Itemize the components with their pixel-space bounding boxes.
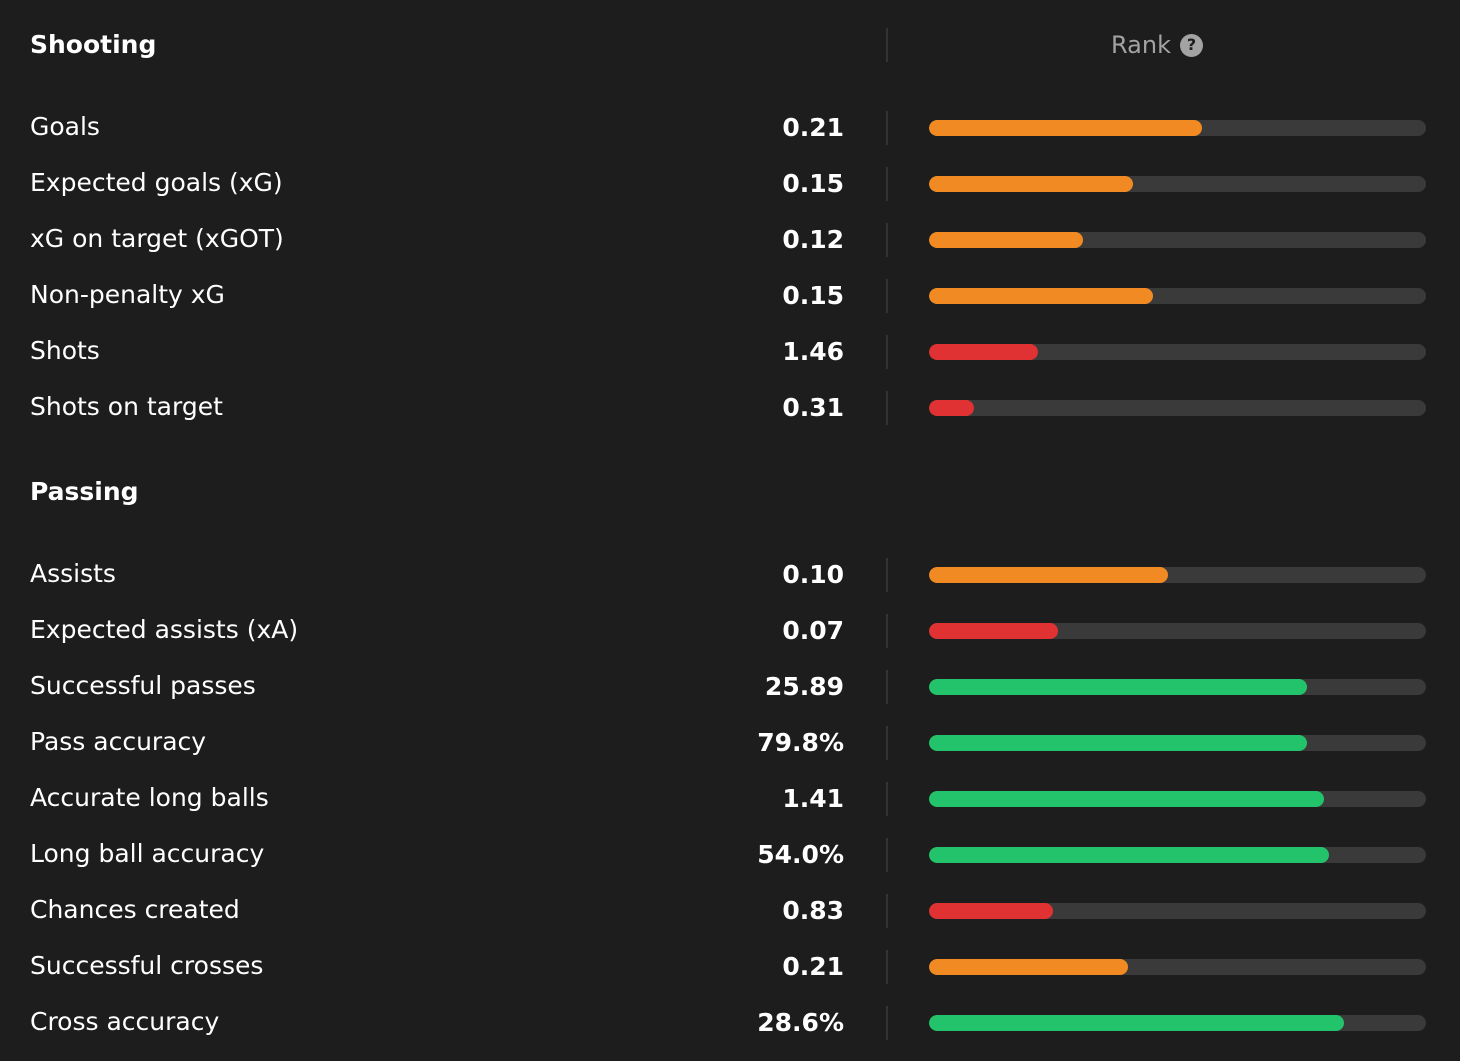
rank-bar bbox=[929, 679, 1426, 695]
rank-bar-fill bbox=[929, 679, 1307, 695]
stat-value: 0.15 bbox=[782, 169, 844, 198]
stat-value: 0.12 bbox=[782, 225, 844, 254]
row-divider bbox=[886, 726, 888, 760]
stat-row: Expected goals (xG) 0.15 bbox=[0, 156, 1460, 212]
stat-label: Expected assists (xA) bbox=[30, 615, 299, 644]
stat-label: Goals bbox=[30, 112, 100, 141]
rank-bar bbox=[929, 623, 1426, 639]
stat-label: Successful crosses bbox=[30, 951, 264, 980]
stat-row: Shots 1.46 bbox=[0, 324, 1460, 380]
rank-bar-fill bbox=[929, 567, 1168, 583]
stat-label: Non-penalty xG bbox=[30, 280, 225, 309]
rank-bar-fill bbox=[929, 623, 1059, 639]
passing-title: Passing bbox=[30, 477, 139, 506]
stat-value: 1.46 bbox=[782, 337, 844, 366]
stat-label: Cross accuracy bbox=[30, 1007, 220, 1036]
stat-row: Cross accuracy 28.6% bbox=[0, 995, 1460, 1051]
row-divider bbox=[886, 391, 888, 425]
row-divider bbox=[886, 223, 888, 257]
rank-bar bbox=[929, 847, 1426, 863]
stat-row: Shots on target 0.31 bbox=[0, 380, 1460, 436]
rank-bar bbox=[929, 903, 1426, 919]
rank-bar bbox=[929, 791, 1426, 807]
stat-row: Pass accuracy 79.8% bbox=[0, 715, 1460, 771]
row-divider bbox=[886, 558, 888, 592]
stat-label: Successful passes bbox=[30, 671, 256, 700]
rank-header: Rank ? bbox=[888, 30, 1426, 60]
stat-value: 0.07 bbox=[782, 616, 844, 645]
stat-label: Assists bbox=[30, 559, 116, 588]
stat-value: 25.89 bbox=[764, 672, 844, 701]
rank-bar-fill bbox=[929, 120, 1203, 136]
stat-row: xG on target (xGOT) 0.12 bbox=[0, 212, 1460, 268]
rank-bar-fill bbox=[929, 1015, 1344, 1031]
rank-bar-fill bbox=[929, 344, 1039, 360]
rank-label: Rank bbox=[1111, 31, 1171, 59]
stat-value: 0.21 bbox=[782, 113, 844, 142]
row-divider bbox=[886, 838, 888, 872]
stat-value: 0.10 bbox=[782, 560, 844, 589]
stat-label: Chances created bbox=[30, 895, 240, 924]
row-divider bbox=[886, 950, 888, 984]
row-divider bbox=[886, 111, 888, 145]
row-divider bbox=[886, 167, 888, 201]
rank-bar-fill bbox=[929, 847, 1330, 863]
header-divider bbox=[886, 28, 888, 62]
stat-row: Accurate long balls 1.41 bbox=[0, 771, 1460, 827]
stat-value: 0.15 bbox=[782, 281, 844, 310]
stat-value: 0.83 bbox=[782, 896, 844, 925]
stat-value: 0.31 bbox=[782, 393, 844, 422]
row-divider bbox=[886, 335, 888, 369]
stat-label: xG on target (xGOT) bbox=[30, 224, 284, 253]
rank-bar bbox=[929, 1015, 1426, 1031]
stat-value: 28.6% bbox=[757, 1008, 844, 1037]
stat-value: 1.41 bbox=[782, 784, 844, 813]
row-divider bbox=[886, 894, 888, 928]
rank-bar bbox=[929, 232, 1426, 248]
stat-row: Chances created 0.83 bbox=[0, 883, 1460, 939]
shooting-title: Shooting bbox=[30, 30, 157, 59]
rank-bar bbox=[929, 344, 1426, 360]
row-divider bbox=[886, 614, 888, 648]
rank-bar-fill bbox=[929, 288, 1153, 304]
rank-bar-fill bbox=[929, 400, 974, 416]
rank-bar-fill bbox=[929, 791, 1325, 807]
stat-label: Expected goals (xG) bbox=[30, 168, 283, 197]
row-divider bbox=[886, 1006, 888, 1040]
stat-value: 79.8% bbox=[757, 728, 844, 757]
rank-bar bbox=[929, 120, 1426, 136]
stat-label: Shots on target bbox=[30, 392, 223, 421]
rank-bar bbox=[929, 959, 1426, 975]
stat-row: Assists 0.10 bbox=[0, 547, 1460, 603]
row-divider bbox=[886, 279, 888, 313]
rank-bar-fill bbox=[929, 176, 1133, 192]
stat-row: Successful passes 25.89 bbox=[0, 659, 1460, 715]
rank-bar bbox=[929, 288, 1426, 304]
stat-row: Goals 0.21 bbox=[0, 100, 1460, 156]
rank-bar-fill bbox=[929, 232, 1084, 248]
stat-row: Non-penalty xG 0.15 bbox=[0, 268, 1460, 324]
stat-row: Long ball accuracy 54.0% bbox=[0, 827, 1460, 883]
stat-label: Accurate long balls bbox=[30, 783, 269, 812]
stat-value: 54.0% bbox=[757, 840, 844, 869]
stat-label: Long ball accuracy bbox=[30, 839, 265, 868]
rank-bar bbox=[929, 176, 1426, 192]
question-icon[interactable]: ? bbox=[1179, 33, 1203, 57]
rank-bar-fill bbox=[929, 959, 1128, 975]
rank-bar-fill bbox=[929, 903, 1054, 919]
rank-bar bbox=[929, 735, 1426, 751]
rank-bar-fill bbox=[929, 735, 1307, 751]
stat-row: Expected assists (xA) 0.07 bbox=[0, 603, 1460, 659]
row-divider bbox=[886, 782, 888, 816]
rank-bar bbox=[929, 400, 1426, 416]
rank-bar bbox=[929, 567, 1426, 583]
stat-label: Pass accuracy bbox=[30, 727, 207, 756]
stat-label: Shots bbox=[30, 336, 100, 365]
stat-value: 0.21 bbox=[782, 952, 844, 981]
row-divider bbox=[886, 670, 888, 704]
stat-row: Successful crosses 0.21 bbox=[0, 939, 1460, 995]
